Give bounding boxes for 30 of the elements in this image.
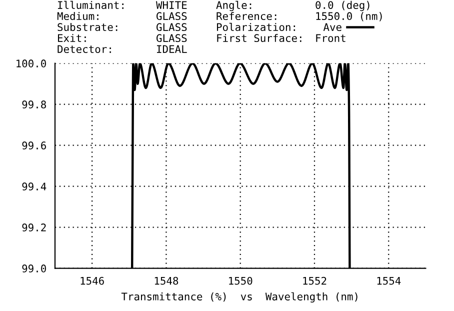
text: Angle: xyxy=(216,0,252,12)
text: Detector: xyxy=(58,45,111,54)
text: 0.0 (deg) xyxy=(316,0,370,12)
x-tick-label: 1552 xyxy=(303,276,326,285)
text: Polarization: xyxy=(217,22,296,32)
x-tick-label: 1546 xyxy=(80,276,104,285)
y-tick-label: 99.2 xyxy=(22,224,46,232)
text: Exit: xyxy=(58,34,86,42)
text: Reference: xyxy=(216,12,276,20)
y-tick-label: 99.4 xyxy=(22,182,46,190)
text: GLASS xyxy=(156,23,187,32)
y-tick-label: 99.6 xyxy=(22,142,46,150)
x-tick-label: 1550 xyxy=(229,276,252,285)
x-tick-label: 1548 xyxy=(154,276,178,285)
y-tick-label: 99.0 xyxy=(22,264,46,272)
text: GLASS xyxy=(156,12,187,20)
text: Substrate: xyxy=(58,22,118,32)
x-axis-title: Transmittance (%) vs Wavelength (nm) xyxy=(121,292,358,303)
legend-label: Ave xyxy=(323,23,342,32)
text: WHITE xyxy=(156,1,187,9)
text: Medium: xyxy=(57,12,98,20)
text: First Surface: xyxy=(217,34,302,42)
y-tick-label: 99.8 xyxy=(22,100,46,108)
text: 1550.0 (nm) xyxy=(316,12,382,22)
text: Illuminant: xyxy=(58,0,124,10)
x-tick-label: 1554 xyxy=(377,277,401,285)
text: GLASS xyxy=(156,34,187,42)
text: IDEAL xyxy=(157,45,187,53)
y-tick-label: 100.0 xyxy=(16,60,46,68)
text: Front xyxy=(316,34,346,42)
